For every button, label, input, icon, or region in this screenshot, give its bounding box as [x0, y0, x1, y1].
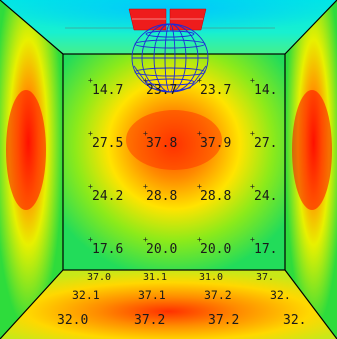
ceiling-highlight	[0, 0, 337, 54]
floor-value: 37.0	[87, 272, 111, 283]
wall-value: 14.7	[92, 83, 123, 98]
wall-row-1: 14.7 23.7 23.7 14.	[92, 83, 277, 98]
svg-text:+: +	[143, 235, 148, 244]
svg-text:+: +	[197, 76, 202, 85]
svg-text:+: +	[197, 182, 202, 191]
floor-value: 37.2	[208, 313, 239, 328]
wall-value: 28.8	[200, 189, 231, 204]
wall-grid-markers: + + + + + + + + + + + + + + + +	[88, 76, 255, 244]
svg-text:+: +	[250, 76, 255, 85]
floor-surface	[0, 270, 337, 339]
edge-ceil-right	[284, 0, 337, 55]
wall-value: 14.	[254, 83, 277, 98]
floor-row-2: 32.1 37.1 37.2 32.	[72, 288, 291, 302]
svg-text:+: +	[143, 182, 148, 191]
wall-value: 27.5	[92, 136, 123, 151]
back-wall-frame	[62, 53, 286, 271]
svg-text:+: +	[197, 129, 202, 138]
wall-value: 27.	[254, 136, 277, 151]
wall-value: 37.9	[200, 136, 231, 151]
svg-text:+: +	[197, 235, 202, 244]
floor-value: 31.0	[199, 272, 223, 283]
svg-text:+: +	[88, 235, 93, 244]
floor-value: 37.2	[134, 313, 165, 328]
svg-text:+: +	[143, 129, 148, 138]
svg-text:+: +	[143, 76, 148, 85]
floor-value: 31.1	[143, 272, 167, 283]
svg-text:+: +	[250, 182, 255, 191]
edge-floor-right	[284, 269, 337, 339]
svg-text:+: +	[250, 235, 255, 244]
wall-value: 17.6	[92, 242, 123, 257]
wall-row-2: 27.5 37.8 37.9 27.	[92, 136, 277, 151]
wall-value: 20.0	[200, 242, 231, 257]
wall-value: 17.	[254, 242, 277, 257]
back-wall-surface	[63, 54, 285, 270]
left-wall-hotspot	[6, 90, 46, 210]
wall-value: 24.	[254, 189, 277, 204]
floor-value: 32.	[283, 313, 306, 328]
floor-value: 37.2	[204, 288, 232, 302]
floor-value: 32.	[270, 288, 291, 302]
wall-value: 37.8	[146, 136, 177, 151]
svg-text:+: +	[88, 129, 93, 138]
wall-row-3: 24.2 28.8 28.8 24.	[92, 189, 277, 204]
svg-text:+: +	[250, 129, 255, 138]
svg-text:+: +	[88, 76, 93, 85]
wall-value: 28.8	[146, 189, 177, 204]
wall-value: 20.0	[146, 242, 177, 257]
edge-ceil-left	[0, 0, 64, 55]
wireframe-sphere-icon	[131, 23, 209, 93]
floor-values: 37.0 31.1 31.0 37. 32.1 37.1 37.2 32. 32…	[57, 272, 306, 328]
svg-text:+: +	[88, 182, 93, 191]
floor-row-1: 37.0 31.1 31.0 37.	[87, 272, 274, 283]
right-wall-hotspot	[292, 90, 332, 210]
back-wall-hotspot	[126, 110, 222, 170]
wall-value: 23.7	[146, 83, 177, 98]
floor-value: 37.1	[138, 288, 166, 302]
floor-row-3: 32.0 37.2 37.2 32.	[57, 313, 306, 328]
floor-value: 32.0	[57, 313, 88, 328]
wall-values: 14.7 23.7 23.7 14. 27.5 37.8 37.9 27. 24…	[92, 83, 277, 257]
wall-value: 24.2	[92, 189, 123, 204]
edge-floor-left	[0, 269, 64, 339]
wall-row-4: 17.6 20.0 20.0 17.	[92, 242, 277, 257]
floor-value: 37.	[256, 272, 274, 283]
wall-value: 23.7	[200, 83, 231, 98]
floor-value: 32.1	[72, 288, 100, 302]
